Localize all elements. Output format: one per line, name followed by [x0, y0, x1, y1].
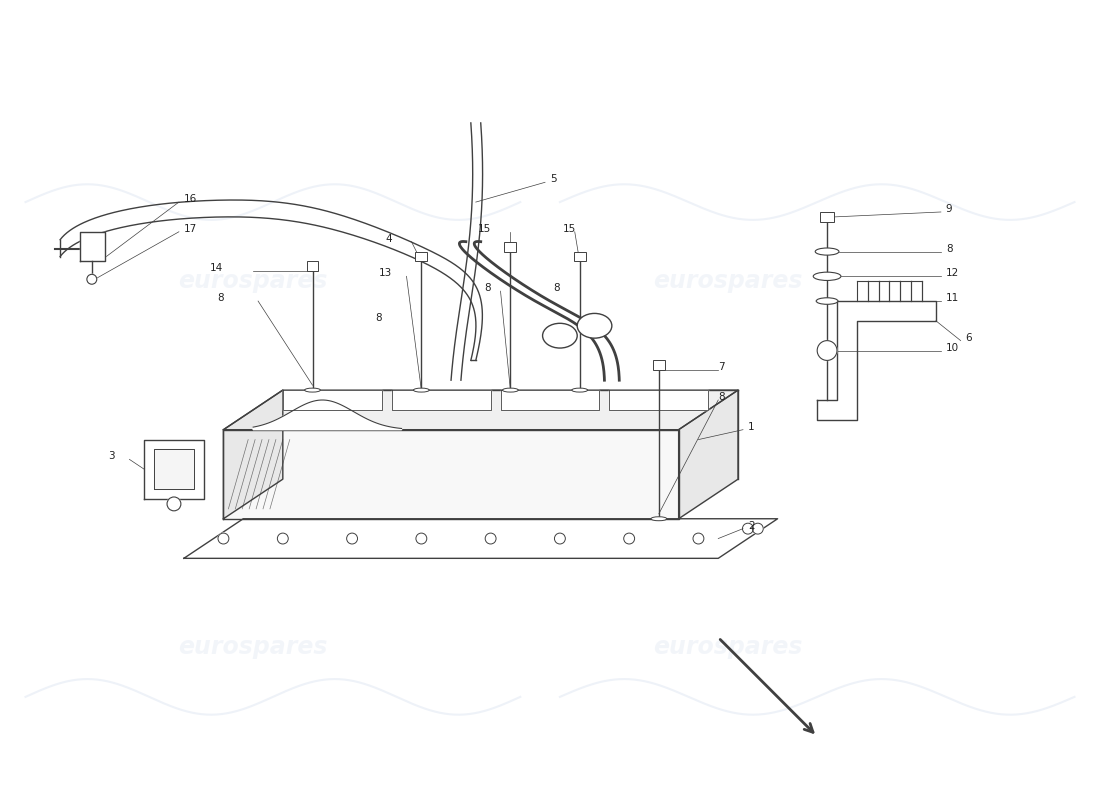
Text: 2: 2	[748, 521, 755, 530]
Ellipse shape	[572, 388, 587, 392]
Text: 15: 15	[477, 224, 491, 234]
Text: 8: 8	[946, 243, 953, 254]
Circle shape	[167, 497, 180, 511]
Polygon shape	[283, 390, 382, 410]
Text: 7: 7	[718, 362, 725, 372]
Text: 14: 14	[210, 263, 223, 274]
Text: 15: 15	[563, 224, 576, 234]
Circle shape	[624, 533, 635, 544]
FancyBboxPatch shape	[821, 212, 834, 222]
Text: 8: 8	[553, 283, 560, 293]
Polygon shape	[679, 390, 738, 518]
Text: 8: 8	[484, 283, 491, 293]
Circle shape	[693, 533, 704, 544]
Text: 5: 5	[550, 174, 557, 184]
Circle shape	[346, 533, 358, 544]
FancyBboxPatch shape	[307, 262, 318, 271]
Text: 8: 8	[375, 313, 382, 323]
Polygon shape	[144, 439, 204, 499]
Text: eurospares: eurospares	[653, 270, 803, 294]
Text: eurospares: eurospares	[178, 270, 328, 294]
Ellipse shape	[542, 323, 578, 348]
Polygon shape	[817, 301, 936, 420]
Ellipse shape	[813, 272, 840, 281]
Ellipse shape	[815, 248, 839, 255]
Text: 8: 8	[718, 392, 725, 402]
Text: 10: 10	[946, 342, 959, 353]
Circle shape	[742, 523, 754, 534]
Text: 8: 8	[217, 293, 223, 303]
Text: 17: 17	[184, 224, 197, 234]
Polygon shape	[609, 390, 708, 410]
Circle shape	[485, 533, 496, 544]
Text: 16: 16	[184, 194, 197, 204]
Polygon shape	[500, 390, 600, 410]
Polygon shape	[392, 390, 491, 410]
Polygon shape	[184, 518, 778, 558]
Text: 11: 11	[946, 293, 959, 303]
FancyBboxPatch shape	[574, 251, 585, 262]
Text: 6: 6	[966, 333, 972, 342]
Ellipse shape	[503, 388, 518, 392]
Polygon shape	[223, 390, 738, 430]
Circle shape	[218, 533, 229, 544]
FancyBboxPatch shape	[505, 242, 516, 251]
Text: 4: 4	[385, 234, 392, 244]
Ellipse shape	[305, 388, 320, 392]
Ellipse shape	[414, 388, 429, 392]
Text: 9: 9	[946, 204, 953, 214]
Circle shape	[87, 274, 97, 284]
Text: 13: 13	[378, 268, 392, 278]
Text: 3: 3	[108, 451, 114, 462]
Text: 1: 1	[748, 422, 755, 432]
Text: eurospares: eurospares	[653, 635, 803, 659]
Circle shape	[817, 341, 837, 361]
Polygon shape	[80, 232, 104, 262]
Circle shape	[554, 533, 565, 544]
Ellipse shape	[578, 314, 612, 338]
Circle shape	[752, 523, 763, 534]
Text: 12: 12	[946, 268, 959, 278]
Ellipse shape	[651, 517, 667, 521]
Circle shape	[277, 533, 288, 544]
Polygon shape	[223, 390, 283, 518]
Polygon shape	[223, 430, 679, 518]
Circle shape	[416, 533, 427, 544]
Ellipse shape	[816, 298, 838, 304]
Polygon shape	[253, 400, 402, 430]
Polygon shape	[154, 450, 194, 489]
FancyBboxPatch shape	[416, 251, 427, 262]
FancyBboxPatch shape	[653, 361, 664, 370]
Text: eurospares: eurospares	[178, 635, 328, 659]
